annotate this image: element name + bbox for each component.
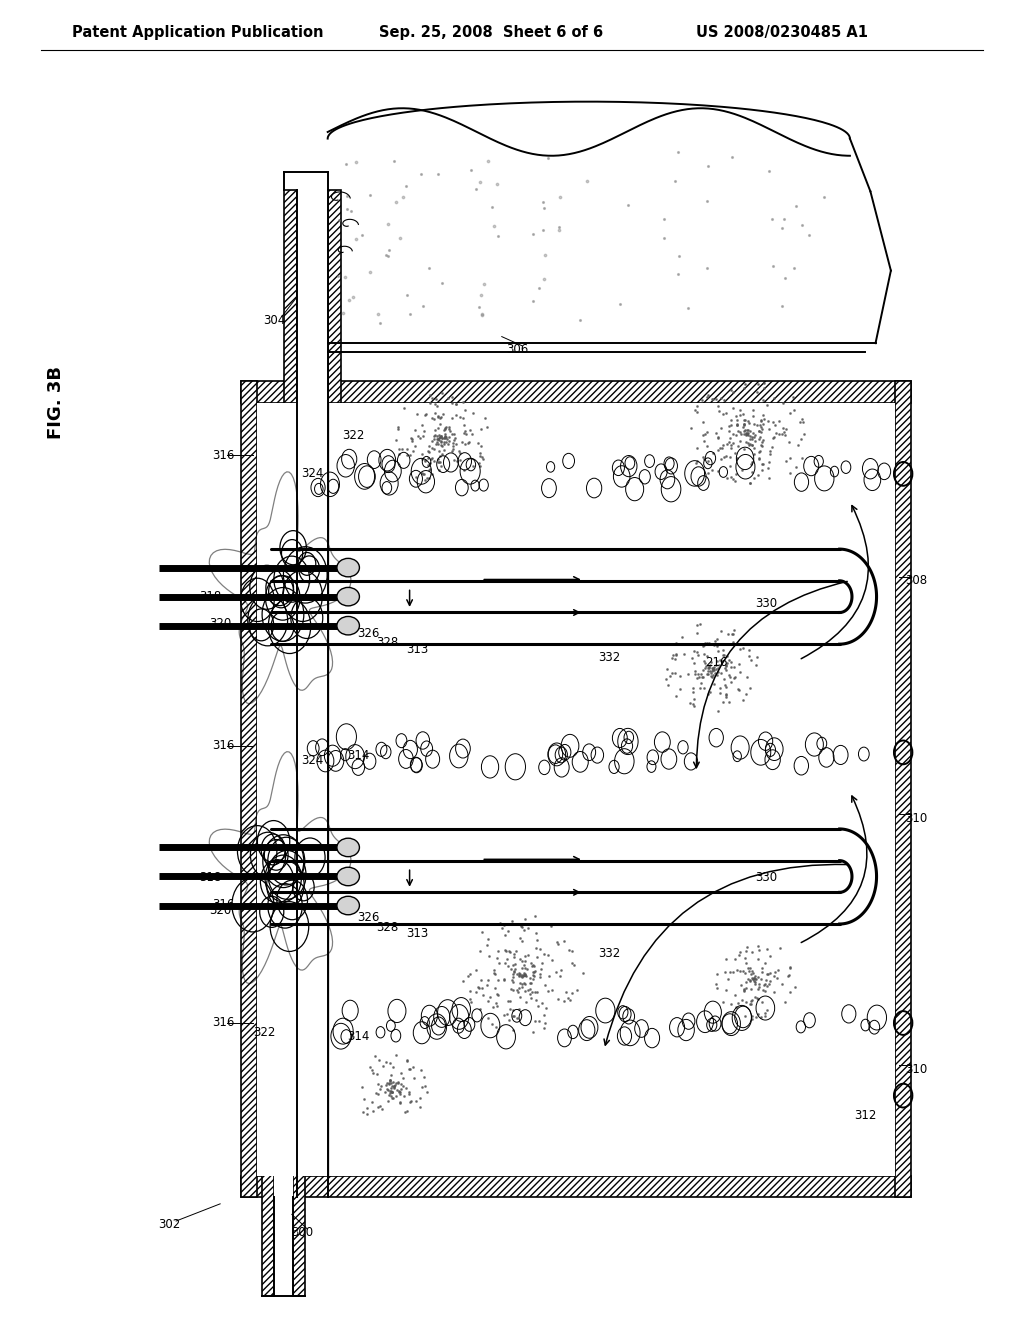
Text: 302: 302 (158, 1218, 180, 1232)
Bar (241, 381, 911, 403)
Ellipse shape (337, 558, 359, 577)
Ellipse shape (337, 616, 359, 635)
Bar (895, 381, 911, 1197)
Text: 318: 318 (199, 871, 221, 884)
Bar (241, 1176, 911, 1197)
Text: 328: 328 (376, 636, 398, 649)
Text: 316: 316 (212, 739, 234, 752)
Text: 324: 324 (301, 754, 324, 767)
Bar (274, 1173, 293, 1296)
Text: 326: 326 (357, 911, 380, 924)
Bar (241, 1176, 911, 1197)
Text: 326: 326 (357, 627, 380, 640)
Text: 330: 330 (755, 871, 777, 884)
Text: 308: 308 (905, 574, 928, 587)
Text: 216: 216 (706, 656, 728, 669)
Bar (297, 190, 328, 403)
Text: 316: 316 (212, 1016, 234, 1030)
Ellipse shape (337, 587, 359, 606)
Bar (328, 190, 341, 403)
Bar (328, 190, 341, 403)
Text: 304: 304 (263, 314, 286, 327)
Bar (241, 381, 911, 403)
Ellipse shape (337, 838, 359, 857)
Text: 330: 330 (755, 597, 777, 610)
Text: Patent Application Publication: Patent Application Publication (72, 25, 324, 40)
Bar (262, 1173, 274, 1296)
Text: 316: 316 (212, 898, 234, 911)
Text: 312: 312 (854, 1109, 877, 1122)
Text: 314: 314 (347, 748, 370, 762)
Text: 332: 332 (598, 946, 621, 960)
Text: Sep. 25, 2008  Sheet 6 of 6: Sep. 25, 2008 Sheet 6 of 6 (379, 25, 603, 40)
Bar (241, 381, 257, 1197)
Ellipse shape (337, 896, 359, 915)
Text: 324: 324 (301, 467, 324, 480)
Text: 322: 322 (342, 429, 365, 442)
Text: 313: 313 (407, 927, 429, 940)
Text: 314: 314 (347, 1030, 370, 1043)
Text: 310: 310 (905, 1063, 928, 1076)
Text: 318: 318 (199, 590, 221, 603)
Text: 310: 310 (905, 812, 928, 825)
Text: 332: 332 (598, 651, 621, 664)
Text: 313: 313 (407, 643, 429, 656)
Text: FIG. 3B: FIG. 3B (47, 366, 66, 440)
Bar (284, 190, 297, 403)
Ellipse shape (337, 867, 359, 886)
Text: 328: 328 (376, 921, 398, 935)
Bar (284, 190, 297, 403)
Bar (293, 1173, 305, 1296)
Text: 316: 316 (212, 449, 234, 462)
Text: 320: 320 (209, 616, 231, 630)
Text: 320: 320 (209, 904, 231, 917)
Bar (241, 381, 257, 1197)
Bar (257, 403, 895, 1176)
Text: US 2008/0230485 A1: US 2008/0230485 A1 (696, 25, 868, 40)
Bar (895, 381, 911, 1197)
Bar (293, 1173, 305, 1296)
Text: 306: 306 (506, 343, 528, 356)
Text: 300: 300 (291, 1226, 313, 1239)
Bar (262, 1173, 274, 1296)
Text: 322: 322 (253, 1026, 275, 1039)
